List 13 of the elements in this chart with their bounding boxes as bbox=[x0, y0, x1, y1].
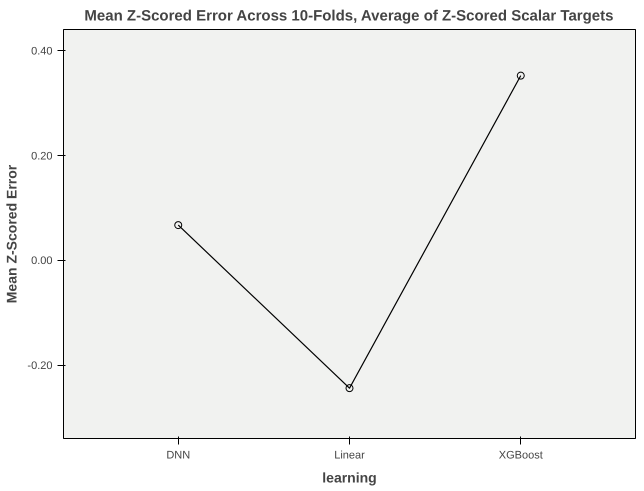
x-axis-title: learning bbox=[322, 470, 377, 486]
point bbox=[516, 72, 525, 80]
y-axis-title: Mean Z-Scored Error bbox=[3, 164, 20, 304]
y-tick-label: 0.40 bbox=[31, 45, 53, 58]
x-tick-label: DNN bbox=[166, 450, 190, 462]
y-tick-label: 0.20 bbox=[31, 150, 53, 162]
y-tick-label: -0.20 bbox=[27, 360, 53, 372]
x-tick-label: Linear bbox=[334, 450, 366, 462]
chart-title: Mean Z-Scored Error Across 10-Folds, Average of Z-Scored Scalar Targets bbox=[84, 8, 614, 24]
x-tick-label: XGBoost bbox=[498, 450, 543, 462]
point bbox=[346, 384, 354, 392]
point bbox=[174, 221, 182, 230]
y-tick-label: 0.00 bbox=[31, 255, 53, 268]
